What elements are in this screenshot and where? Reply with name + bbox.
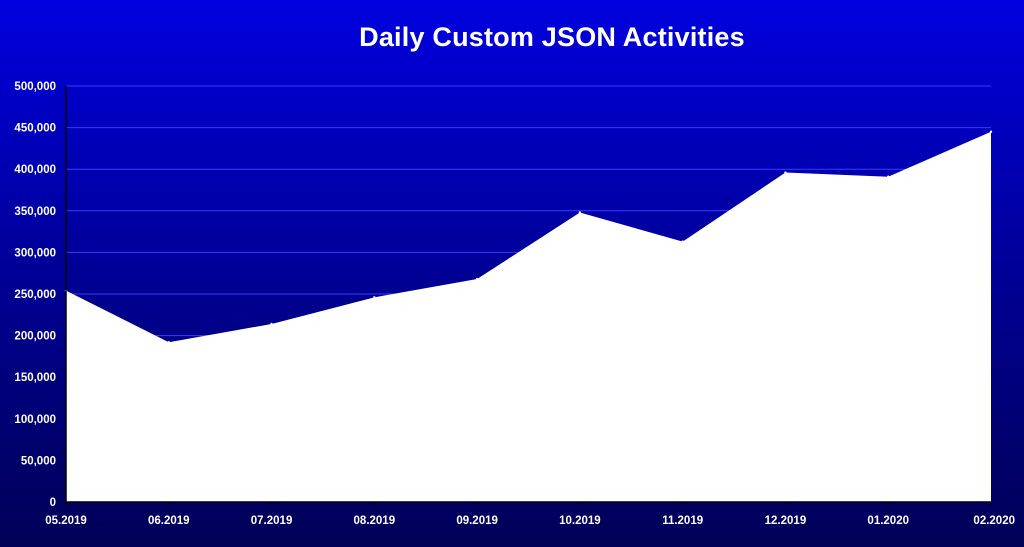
y-tick-label: 250,000 bbox=[14, 289, 56, 301]
y-tick-label: 50,000 bbox=[21, 455, 56, 467]
x-tick-label: 12.2019 bbox=[765, 515, 807, 527]
y-tick-label: 500,000 bbox=[14, 81, 56, 93]
x-tick-labels: 05.2019 06.2019 07.2019 08.2019 09.2019 10.20… bbox=[45, 515, 1015, 527]
y-tick-label: 450,000 bbox=[14, 123, 56, 135]
data-point bbox=[681, 240, 684, 243]
data-point bbox=[270, 322, 273, 326]
data-point bbox=[578, 211, 582, 214]
data-point bbox=[373, 296, 376, 299]
y-tick-labels: 0 50,000 100,000 150,000 200,000 250,000 300,0… bbox=[14, 81, 56, 509]
data-point bbox=[887, 175, 890, 178]
axes bbox=[65, 86, 992, 507]
x-tick-label: 07.2019 bbox=[251, 515, 293, 527]
chart-title: Daily Custom JSON Activities bbox=[359, 22, 745, 52]
area-series bbox=[64, 130, 993, 502]
y-tick-label: 400,000 bbox=[14, 164, 56, 176]
y-tick-label: 150,000 bbox=[14, 372, 56, 384]
data-point bbox=[784, 171, 787, 174]
y-tick-label: 300,000 bbox=[14, 247, 56, 259]
data-point bbox=[167, 341, 170, 344]
x-tick-label: 05.2019 bbox=[45, 515, 87, 527]
y-tick-label: 0 bbox=[50, 497, 56, 509]
area-fill bbox=[66, 131, 991, 502]
y-tick-label: 200,000 bbox=[14, 331, 56, 343]
x-tick-label: 01.2020 bbox=[867, 515, 909, 527]
data-point bbox=[989, 130, 993, 133]
x-tick-label: 02.2020 bbox=[973, 515, 1015, 527]
x-tick-label: 09.2019 bbox=[456, 515, 498, 527]
y-tick-label: 350,000 bbox=[14, 206, 56, 218]
x-tick-label: 11.2019 bbox=[662, 515, 703, 527]
x-tick-label: 08.2019 bbox=[354, 515, 396, 527]
x-tick-label: 06.2019 bbox=[148, 515, 190, 527]
data-point bbox=[475, 277, 479, 281]
x-tick-label: 10.2019 bbox=[559, 515, 601, 527]
y-tick-label: 100,000 bbox=[14, 414, 56, 426]
